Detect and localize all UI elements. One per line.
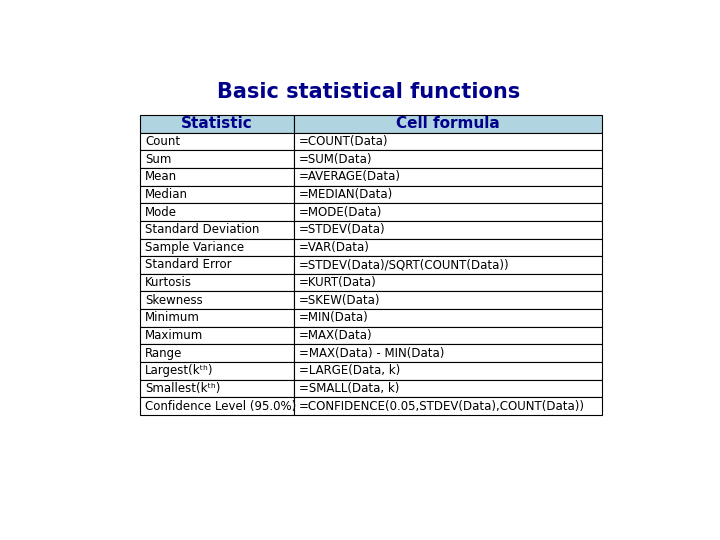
Text: =VAR(Data): =VAR(Data) [299, 241, 369, 254]
Text: Standard Error: Standard Error [145, 259, 232, 272]
Bar [294, 292, 601, 309]
Text: Sum: Sum [145, 152, 171, 166]
Bar [294, 397, 601, 415]
Text: =STDEV(Data): =STDEV(Data) [299, 223, 385, 236]
Bar [140, 186, 294, 203]
Text: Sample Variance: Sample Variance [145, 241, 244, 254]
Text: =MAX(Data) - MIN(Data): =MAX(Data) - MIN(Data) [299, 347, 444, 360]
Text: =MEDIAN(Data): =MEDIAN(Data) [299, 188, 393, 201]
Text: Cell formula: Cell formula [396, 116, 500, 131]
Bar [140, 362, 294, 380]
Text: =SUM(Data): =SUM(Data) [299, 152, 372, 166]
Text: Kurtosis: Kurtosis [145, 276, 192, 289]
Text: Minimum: Minimum [145, 312, 200, 325]
Text: Confidence Level (95.0%): Confidence Level (95.0%) [145, 400, 296, 413]
Text: =SMALL(Data, k): =SMALL(Data, k) [299, 382, 399, 395]
Bar [140, 345, 294, 362]
Bar [140, 397, 294, 415]
Bar [140, 327, 294, 345]
Bar [140, 309, 294, 327]
Bar [294, 221, 601, 239]
Bar [140, 203, 294, 221]
Text: =KURT(Data): =KURT(Data) [299, 276, 377, 289]
Bar [294, 345, 601, 362]
Text: Mode: Mode [145, 206, 177, 219]
Bar [140, 380, 294, 397]
Text: =MAX(Data): =MAX(Data) [299, 329, 372, 342]
Bar [140, 150, 294, 168]
Text: =CONFIDENCE(0.05,STDEV(Data),COUNT(Data)): =CONFIDENCE(0.05,STDEV(Data),COUNT(Data)… [299, 400, 585, 413]
Bar [294, 115, 601, 132]
Text: =MIN(Data): =MIN(Data) [299, 312, 369, 325]
Bar [294, 380, 601, 397]
Text: =LARGE(Data, k): =LARGE(Data, k) [299, 364, 400, 377]
Text: Largest(kᵗʰ): Largest(kᵗʰ) [145, 364, 214, 377]
Text: =STDEV(Data)/SQRT(COUNT(Data)): =STDEV(Data)/SQRT(COUNT(Data)) [299, 259, 509, 272]
Bar [140, 168, 294, 186]
Bar [140, 221, 294, 239]
Text: Maximum: Maximum [145, 329, 203, 342]
Bar [294, 327, 601, 345]
Text: Skewness: Skewness [145, 294, 203, 307]
Text: =COUNT(Data): =COUNT(Data) [299, 135, 388, 148]
Bar [294, 309, 601, 327]
Text: Standard Deviation: Standard Deviation [145, 223, 259, 236]
Bar [140, 132, 294, 150]
Bar [294, 256, 601, 274]
Bar [140, 292, 294, 309]
Bar [140, 115, 294, 132]
Bar [140, 274, 294, 292]
Bar [294, 274, 601, 292]
Bar [294, 132, 601, 150]
Bar [294, 362, 601, 380]
Text: Statistic: Statistic [181, 116, 253, 131]
Text: Count: Count [145, 135, 180, 148]
Text: =SKEW(Data): =SKEW(Data) [299, 294, 380, 307]
Bar [140, 256, 294, 274]
Text: =AVERAGE(Data): =AVERAGE(Data) [299, 170, 400, 183]
Bar [294, 203, 601, 221]
Text: Range: Range [145, 347, 182, 360]
Text: =MODE(Data): =MODE(Data) [299, 206, 382, 219]
Bar [294, 168, 601, 186]
Bar [294, 186, 601, 203]
Bar [294, 239, 601, 256]
Bar [140, 239, 294, 256]
Text: Median: Median [145, 188, 188, 201]
Text: Mean: Mean [145, 170, 177, 183]
Bar [294, 150, 601, 168]
Text: Smallest(kᵗʰ): Smallest(kᵗʰ) [145, 382, 220, 395]
Text: Basic statistical functions: Basic statistical functions [217, 82, 521, 102]
